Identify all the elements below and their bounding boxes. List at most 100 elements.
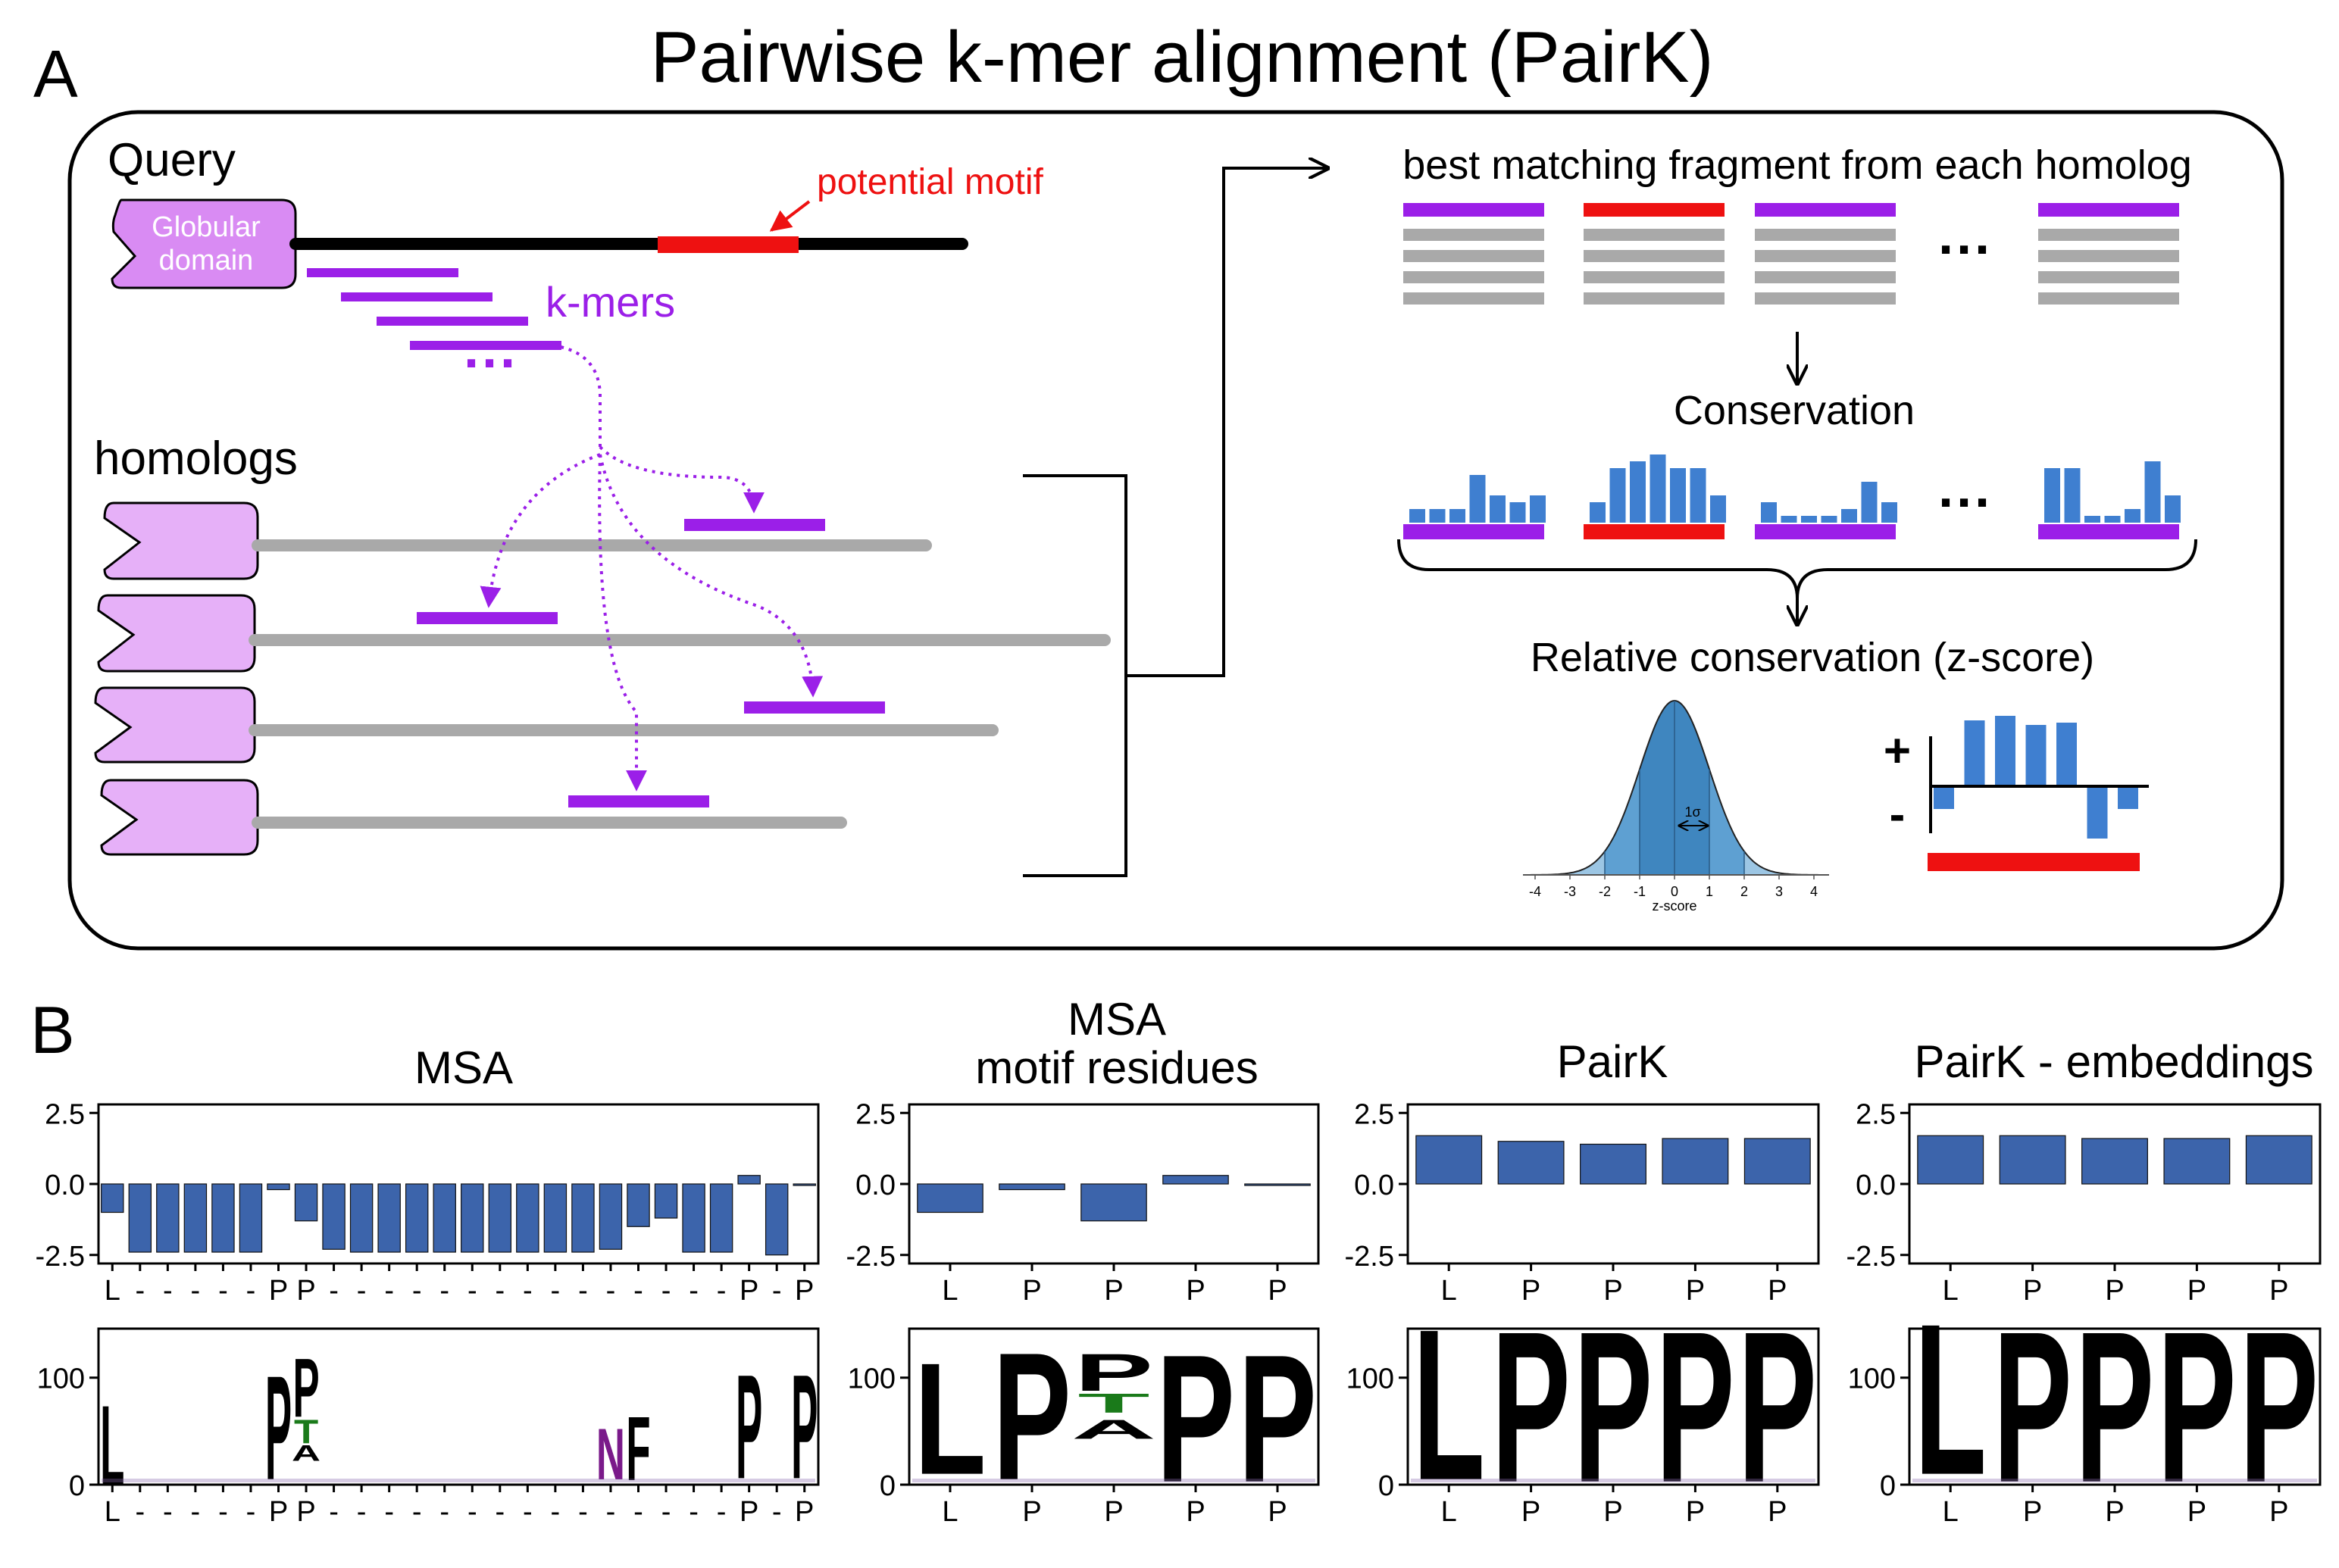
logo-letter: P: [292, 1342, 319, 1435]
y-tick-label: 0.0: [1856, 1170, 1896, 1201]
x-tick-label: P: [2269, 1496, 2288, 1528]
fragment-homolog-bar: [1584, 292, 1725, 305]
kmer-search-arrows: [480, 345, 824, 792]
y-tick-label: -2.5: [1345, 1241, 1394, 1273]
logo-letter: P: [1993, 1286, 2072, 1528]
x-tick-label: P: [795, 1496, 814, 1528]
x-tick-label: P: [2105, 1275, 2124, 1307]
x-tick-label: P: [2105, 1496, 2124, 1528]
x-tick-label: -: [467, 1275, 477, 1307]
x-tick-label: -: [384, 1496, 394, 1528]
homolog-domain: [94, 686, 256, 764]
logo-letter: P: [791, 1345, 818, 1510]
subplot-title-pairk: PairK: [1557, 1036, 1668, 1087]
fragment-homolog-bar: [1755, 229, 1896, 241]
x-tick-label: -: [717, 1275, 727, 1307]
logo-letter: P: [265, 1346, 292, 1512]
zscore-chart-bar: [1162, 1175, 1229, 1185]
zscore-chart-bar: [1999, 1135, 2066, 1185]
x-tick-label: P: [1104, 1275, 1123, 1307]
zscore-chart-bar: [654, 1183, 678, 1219]
zscore-bars: [1934, 716, 2138, 839]
zscore-chart-bar: [793, 1183, 816, 1186]
kmers-ellipsis: ···: [464, 333, 518, 394]
globular-domain-label-2: domain: [159, 245, 254, 276]
x-tick-label: -: [218, 1275, 228, 1307]
x-tick-label: P: [1022, 1275, 1041, 1307]
conservation-bar: [1630, 461, 1646, 523]
fragment-homolog-bar: [1584, 250, 1725, 262]
zscore-chart-bar: [101, 1183, 124, 1213]
globular-domain-label-1: Globular: [152, 211, 261, 243]
x-tick-label: -: [578, 1275, 588, 1307]
zscore-chart-bar: [1917, 1135, 1984, 1185]
conservation-bar: [1821, 516, 1837, 523]
conservation-fragment-bar: [1403, 524, 1544, 539]
zscore-chart-bar: [709, 1183, 733, 1253]
zscore-chart-bar: [349, 1183, 374, 1253]
zscore-chart-bar: [1580, 1143, 1646, 1185]
bell-tick-label: 0: [1671, 884, 1678, 899]
logo-baseline-residues: [1912, 1479, 2317, 1482]
zscore-chart-bar: [599, 1183, 623, 1250]
zscore-chart-bar: [1497, 1141, 1565, 1185]
logo-letter: L: [914, 1331, 986, 1508]
x-tick-label: L: [1943, 1496, 1959, 1528]
x-tick-label: -: [606, 1496, 616, 1528]
conservation-bar: [1509, 502, 1526, 523]
zscore-bar: [2025, 725, 2047, 786]
x-tick-label: P: [1521, 1275, 1540, 1307]
y-tick-label: -2.5: [846, 1241, 896, 1273]
search-arrow: [599, 454, 824, 698]
conservation-bar: [1861, 482, 1878, 523]
x-tick-label: -: [633, 1275, 643, 1307]
x-tick-label: -: [495, 1275, 505, 1307]
zscore-chart-bar: [571, 1183, 595, 1253]
homolog-bracket: [1023, 168, 1327, 877]
fragment-query-bar: [1755, 203, 1896, 217]
homolog-kmer-match: [684, 519, 825, 531]
subplot-title-motif-1: MSA: [1068, 994, 1166, 1045]
homolog-2: [97, 594, 1111, 673]
x-tick-label: -: [246, 1496, 256, 1528]
query-label: Query: [108, 134, 236, 186]
x-tick-label: P: [1603, 1275, 1622, 1307]
logo-letter: P: [1492, 1286, 1571, 1528]
x-tick-label: -: [191, 1496, 201, 1528]
x-tick-label: -: [551, 1496, 561, 1528]
x-tick-label: P: [1603, 1496, 1622, 1528]
logo-letter: P: [1738, 1286, 1817, 1528]
homolog-kmer-match: [744, 701, 885, 714]
x-tick-label: P: [296, 1275, 315, 1307]
x-tick-label: P: [296, 1496, 315, 1528]
zscore-chart-bar: [2245, 1135, 2312, 1185]
conservation-label: Conservation: [1674, 388, 1915, 433]
y-tick-label: 0: [1880, 1470, 1896, 1502]
x-tick-label: -: [689, 1496, 699, 1528]
x-tick-label: P: [1186, 1275, 1205, 1307]
zscore-chart: 2.50.0-2.5L - - - - - P P - - - - - - - - - - - - - - - P - P: [36, 1098, 820, 1307]
x-tick-label: P: [1521, 1496, 1540, 1528]
conservation-ellipsis: ···: [1938, 473, 1993, 533]
conservation-bar: [2064, 468, 2081, 523]
fragment-homolog-bar: [2038, 271, 2179, 283]
logo-letter: T: [294, 1413, 319, 1451]
conservation-bar: [1469, 475, 1486, 523]
zscore-chart-bar: [1244, 1183, 1311, 1186]
x-tick-label: -: [439, 1275, 449, 1307]
y-tick-label: 0: [880, 1470, 896, 1502]
search-arrow: [560, 345, 602, 447]
fragment-homolog-bar: [1403, 229, 1544, 241]
x-tick-label: -: [329, 1275, 339, 1307]
x-tick-label: L: [942, 1275, 958, 1307]
kmer: [341, 292, 493, 301]
y-tick-label: 0.0: [1354, 1170, 1394, 1201]
subplot-title-motif-2: motif residues: [975, 1042, 1258, 1093]
y-tick-label: 100: [37, 1363, 85, 1395]
curly-brace: [1397, 539, 2197, 599]
x-tick-label: -: [384, 1275, 394, 1307]
homolog-kmer-match: [417, 612, 558, 624]
bell-tick-label: -1: [1634, 884, 1646, 899]
